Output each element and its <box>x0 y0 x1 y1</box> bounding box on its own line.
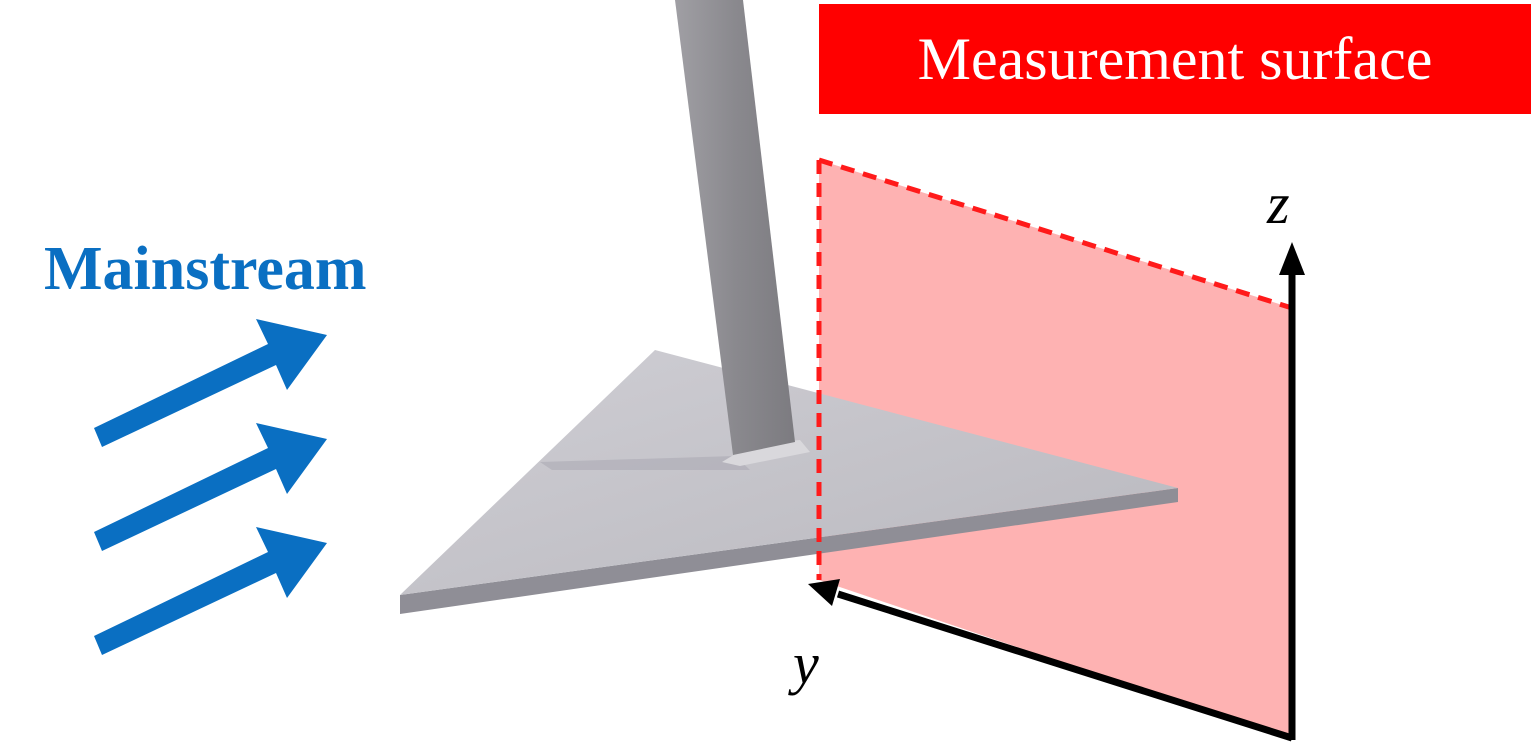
triangular-plate <box>400 350 1178 595</box>
pole-shadow <box>540 456 750 470</box>
measurement-surface-plane <box>819 160 1292 740</box>
flow-arrow-3 <box>94 527 327 655</box>
plate-side <box>400 488 1178 614</box>
measurement-surface-title: Measurement surface <box>917 25 1433 92</box>
y-axis-arrowhead <box>808 579 840 606</box>
mainstream-label: Mainstream <box>44 235 367 303</box>
y-axis-label: y <box>793 631 819 696</box>
z-axis-arrowhead <box>1279 242 1305 275</box>
vertical-pole <box>675 0 795 455</box>
pole-base <box>722 440 810 466</box>
flow-arrows <box>94 319 327 655</box>
measurement-surface-title-box: Measurement surface <box>819 4 1531 114</box>
surface-top-edge <box>818 157 1293 311</box>
flow-arrow-1 <box>94 319 327 447</box>
flow-arrow-2 <box>94 423 327 551</box>
z-axis-label: z <box>1267 171 1290 236</box>
y-axis <box>836 590 1294 742</box>
